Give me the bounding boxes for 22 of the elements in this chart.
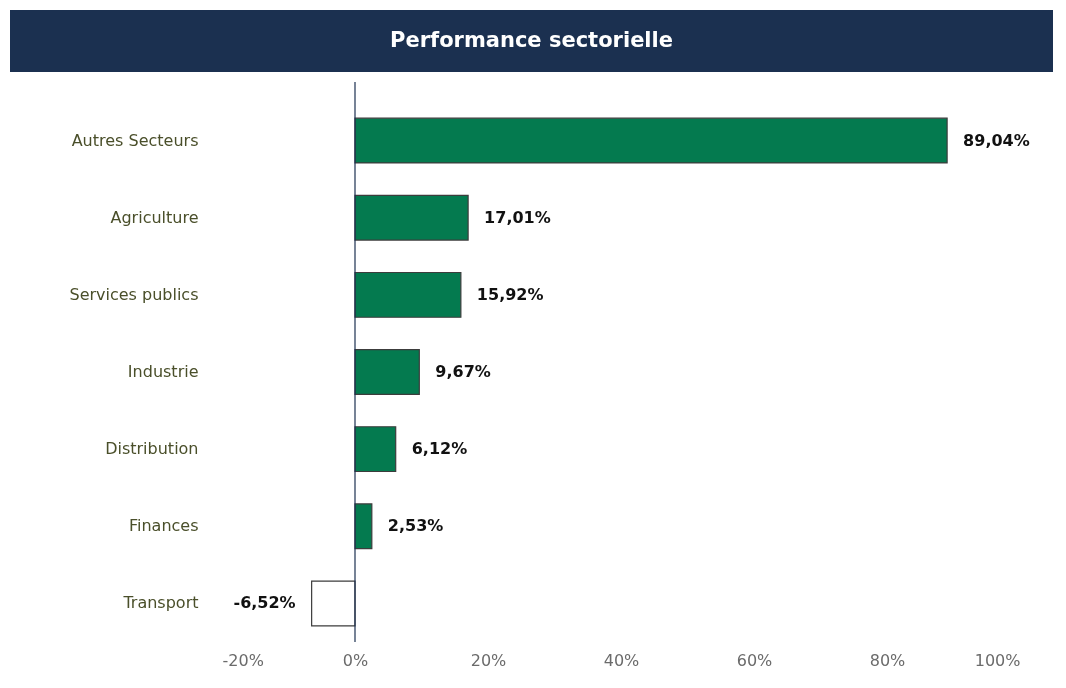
- y-tick-label: Finances: [128, 516, 199, 536]
- x-tick-label: 100%: [974, 650, 1021, 670]
- data-label: -6,52%: [233, 593, 296, 613]
- y-tick-label: Agriculture: [110, 207, 199, 227]
- x-tick-label: 20%: [470, 650, 507, 670]
- x-tick-label: -20%: [222, 650, 264, 670]
- data-label: 2,53%: [387, 516, 444, 536]
- data-label: 17,01%: [484, 207, 551, 227]
- x-tick-label: 0%: [342, 650, 369, 670]
- x-tick-label: 40%: [603, 650, 640, 670]
- y-tick-label: Autres Secteurs: [71, 130, 199, 150]
- y-tick-label: Distribution: [105, 439, 199, 459]
- y-tick-label: Transport: [122, 593, 199, 613]
- data-label: 89,04%: [963, 130, 1030, 150]
- chart-title: Performance sectorielle: [389, 28, 674, 52]
- data-label: 9,67%: [435, 362, 491, 381]
- x-tick-label: 60%: [736, 650, 773, 670]
- y-tick-label: Services publics: [69, 284, 199, 304]
- data-label: 6,12%: [411, 439, 468, 459]
- y-tick-label: Industrie: [127, 362, 199, 381]
- x-tick-label: 80%: [869, 650, 906, 670]
- data-label: 15,92%: [476, 284, 544, 304]
